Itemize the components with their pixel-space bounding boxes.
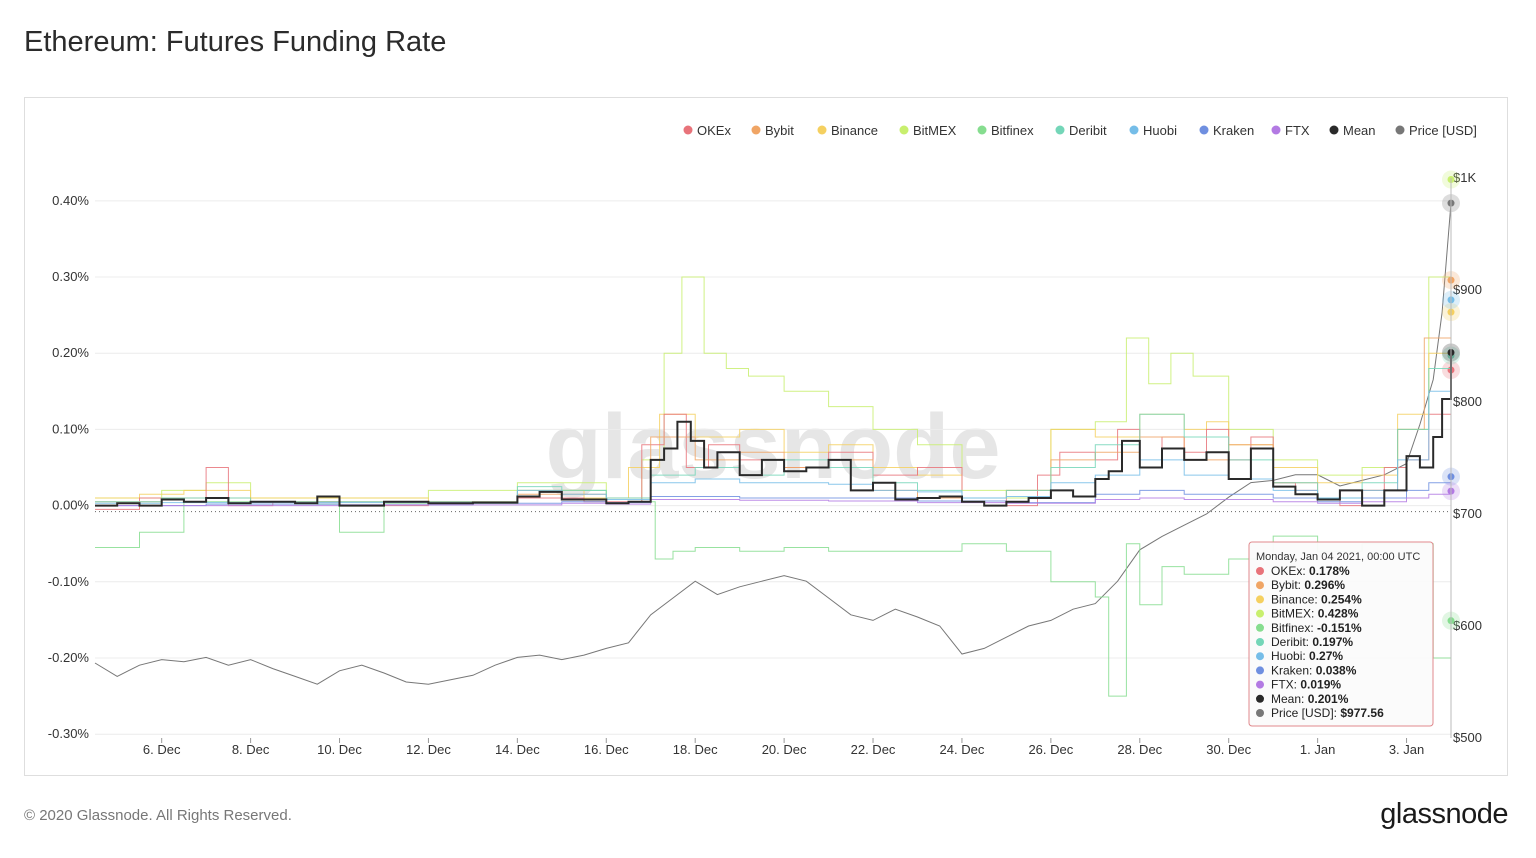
- tooltip-row: Kraken: 0.038%: [1271, 663, 1357, 677]
- y-right-tick-label: $800: [1453, 394, 1482, 409]
- glassnode-logo[interactable]: glassnode: [1380, 798, 1508, 830]
- y-left-tick-label: 0.00%: [52, 498, 89, 513]
- tooltip-row: Price [USD]: $977.56: [1271, 706, 1384, 720]
- legend-marker-okex: [683, 125, 693, 135]
- x-tick-label: 20. Dec: [762, 742, 807, 757]
- legend-marker-kraken: [1199, 125, 1209, 135]
- x-tick-label: 8. Dec: [232, 742, 270, 757]
- series-line-mean: [95, 352, 1452, 507]
- legend-marker-bybit: [751, 125, 761, 135]
- chart-frame[interactable]: glassnode 0.40% 0.30% 0.20% 0.10% 0.00% -0.10%…: [24, 97, 1508, 776]
- legend-item-bitmex[interactable]: BitMEX: [913, 123, 957, 138]
- legend-item-kraken[interactable]: Kraken: [1213, 123, 1254, 138]
- tooltip-row: BitMEX: 0.428%: [1271, 607, 1359, 621]
- legend-item-bybit[interactable]: Bybit: [765, 123, 794, 138]
- y-left-tick-label: 0.30%: [52, 269, 89, 284]
- tooltip-row: Bitfinex: -0.151%: [1271, 621, 1362, 635]
- x-tick-label: 18. Dec: [673, 742, 718, 757]
- legend-marker-binance: [817, 125, 827, 135]
- page-title: Ethereum: Futures Funding Rate: [24, 26, 447, 58]
- x-tick-label: 14. Dec: [495, 742, 540, 757]
- x-tick-label: 26. Dec: [1028, 742, 1073, 757]
- tooltip-row-marker: [1256, 581, 1264, 590]
- tooltip-row-marker: [1256, 638, 1264, 646]
- tooltip-row-marker: [1256, 666, 1264, 675]
- legend-marker-price-usd: [1395, 125, 1405, 135]
- y-right-tick-label: $1K: [1453, 170, 1476, 185]
- y-left-tick-label: -0.30%: [48, 726, 90, 741]
- legend-item-okex[interactable]: OKEx: [697, 123, 731, 138]
- y-left-tick-label: -0.20%: [48, 650, 90, 665]
- legend-item-mean[interactable]: Mean: [1343, 123, 1376, 138]
- x-tick-label: 6. Dec: [143, 742, 181, 757]
- x-tick-label: 1. Jan: [1300, 742, 1335, 757]
- legend-item-deribit[interactable]: Deribit: [1069, 123, 1107, 138]
- legend-marker-mean: [1329, 125, 1339, 135]
- y-left-tick-label: 0.40%: [52, 193, 89, 208]
- watermark: glassnode: [545, 396, 1000, 498]
- tooltip-row: OKEx: 0.178%: [1271, 564, 1350, 578]
- tooltip-box: [1248, 541, 1434, 727]
- tooltip-date: Monday, Jan 04 2021, 00:00 UTC: [1256, 551, 1420, 563]
- tooltip-row: Bybit: 0.296%: [1271, 578, 1345, 592]
- tooltip-row: Huobi: 0.27%: [1271, 649, 1343, 663]
- tooltip-row: Mean: 0.201%: [1271, 692, 1349, 706]
- legend-marker-huobi: [1129, 125, 1139, 135]
- x-tick-label: 10. Dec: [317, 742, 362, 757]
- y-right-tick-label: $500: [1453, 730, 1482, 745]
- tooltip-row-marker: [1256, 567, 1264, 575]
- series-line-bitfinex: [95, 489, 1452, 697]
- funding-rate-chart[interactable]: glassnode 0.40% 0.30% 0.20% 0.10% 0.00% -0.10%…: [25, 98, 1509, 777]
- y-left-tick-label: 0.20%: [52, 345, 89, 360]
- tooltip-row-marker: [1256, 680, 1264, 689]
- y-right-tick-label: $700: [1453, 506, 1482, 521]
- tooltip-row: FTX: 0.019%: [1271, 678, 1341, 692]
- x-tick-label: 3. Jan: [1389, 742, 1424, 757]
- x-tick-label: 30. Dec: [1206, 742, 1251, 757]
- legend-item-huobi[interactable]: Huobi: [1143, 123, 1177, 138]
- x-tick-label: 12. Dec: [406, 742, 451, 757]
- y-left-tick-label: -0.10%: [48, 574, 90, 589]
- tooltip-row-marker: [1256, 709, 1264, 717]
- tooltip-row-marker: [1256, 609, 1264, 618]
- x-tick-label: 28. Dec: [1117, 742, 1162, 757]
- tooltip-row-marker: [1256, 694, 1264, 703]
- legend-item-binance[interactable]: Binance: [831, 123, 878, 138]
- x-tick-label: 24. Dec: [940, 742, 985, 757]
- tooltip-row: Binance: 0.254%: [1271, 592, 1362, 606]
- x-tick-label: 22. Dec: [851, 742, 896, 757]
- y-right-tick-label: $600: [1453, 618, 1482, 633]
- legend-marker-deribit: [1055, 125, 1065, 135]
- legend-marker-ftx: [1271, 125, 1281, 135]
- legend-marker-bitfinex: [977, 125, 987, 135]
- legend-marker-bitmex: [899, 125, 909, 135]
- tooltip-row-marker: [1256, 595, 1264, 604]
- tooltip-row: Deribit: 0.197%: [1271, 635, 1353, 649]
- legend-item-bitfinex[interactable]: Bitfinex: [991, 123, 1034, 138]
- copyright-text: © 2020 Glassnode. All Rights Reserved.: [24, 807, 292, 824]
- x-tick-label: 16. Dec: [584, 742, 629, 757]
- y-left-tick-label: 0.10%: [52, 421, 89, 436]
- y-right-tick-label: $900: [1453, 282, 1482, 297]
- tooltip-row-marker: [1256, 623, 1264, 632]
- series-line-price-usd: [94, 203, 1452, 685]
- legend-item-ftx[interactable]: FTX: [1285, 123, 1310, 138]
- tooltip-row-marker: [1256, 652, 1264, 661]
- legend-item-price-usd[interactable]: Price [USD]: [1409, 123, 1477, 138]
